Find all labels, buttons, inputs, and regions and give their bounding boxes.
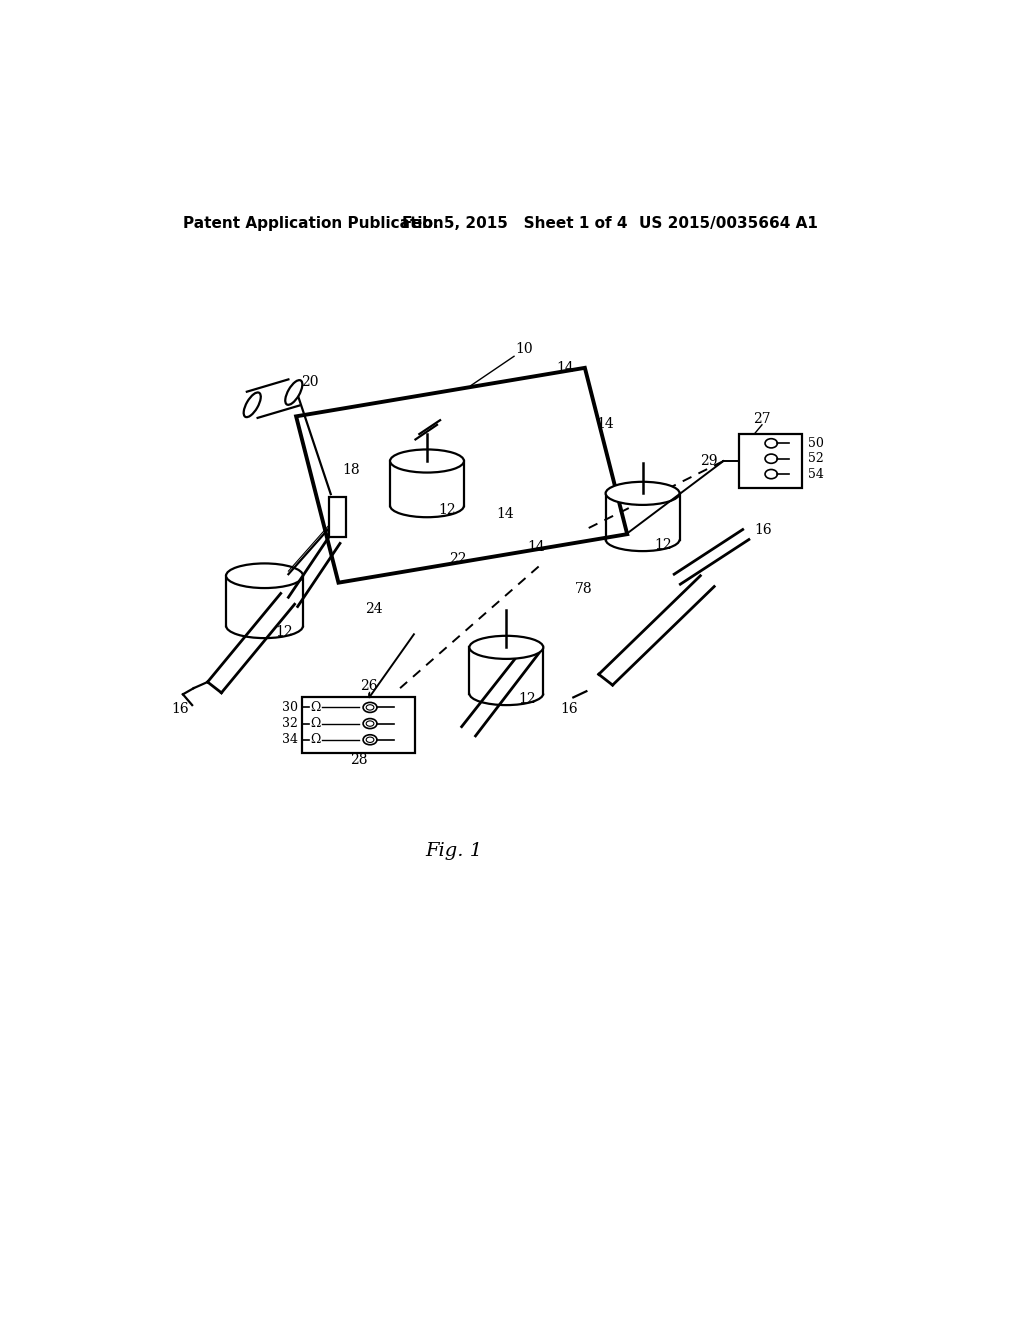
- Text: 28: 28: [350, 752, 368, 767]
- Text: 30: 30: [282, 701, 298, 714]
- Text: 50: 50: [808, 437, 824, 450]
- Text: 44: 44: [396, 733, 413, 746]
- Text: Ω: Ω: [310, 717, 321, 730]
- FancyBboxPatch shape: [330, 498, 346, 537]
- Text: US 2015/0035664 A1: US 2015/0035664 A1: [639, 216, 817, 231]
- Text: Patent Application Publication: Patent Application Publication: [183, 216, 443, 231]
- Text: 18: 18: [342, 463, 359, 477]
- Text: 16: 16: [755, 523, 772, 537]
- Ellipse shape: [364, 702, 377, 713]
- Text: 12: 12: [438, 503, 456, 517]
- Polygon shape: [296, 368, 628, 582]
- Ellipse shape: [226, 564, 303, 589]
- Ellipse shape: [364, 718, 377, 729]
- Ellipse shape: [605, 482, 680, 506]
- Text: 26: 26: [360, 678, 378, 693]
- Text: 27: 27: [753, 412, 771, 426]
- Ellipse shape: [364, 735, 377, 744]
- Text: 12: 12: [654, 537, 672, 552]
- Text: 10: 10: [515, 342, 534, 356]
- Ellipse shape: [286, 380, 302, 405]
- Text: 16: 16: [561, 702, 579, 715]
- Text: 16: 16: [171, 702, 188, 715]
- Text: 12: 12: [518, 692, 536, 706]
- Ellipse shape: [390, 449, 464, 473]
- Text: 34: 34: [282, 733, 298, 746]
- Text: 24: 24: [366, 602, 383, 615]
- Text: Fig. 1: Fig. 1: [425, 842, 482, 861]
- FancyBboxPatch shape: [739, 434, 802, 488]
- Ellipse shape: [244, 392, 261, 417]
- Text: 14: 14: [497, 507, 514, 521]
- Text: 42: 42: [396, 717, 412, 730]
- FancyBboxPatch shape: [301, 697, 416, 752]
- Text: 14: 14: [556, 362, 574, 375]
- Text: Feb. 5, 2015   Sheet 1 of 4: Feb. 5, 2015 Sheet 1 of 4: [402, 216, 628, 231]
- Text: 40: 40: [396, 701, 413, 714]
- Text: 22: 22: [449, 552, 466, 566]
- Text: 32: 32: [282, 717, 298, 730]
- Text: 14: 14: [596, 417, 614, 430]
- Text: 52: 52: [808, 453, 824, 465]
- Text: 29: 29: [699, 454, 717, 469]
- Text: 14: 14: [527, 540, 545, 554]
- Text: 20: 20: [301, 375, 319, 388]
- Text: 78: 78: [574, 582, 593, 597]
- Text: Ω: Ω: [310, 733, 321, 746]
- Text: 54: 54: [808, 467, 824, 480]
- Text: Ω: Ω: [310, 701, 321, 714]
- Ellipse shape: [469, 636, 544, 659]
- Text: 12: 12: [275, 624, 293, 639]
